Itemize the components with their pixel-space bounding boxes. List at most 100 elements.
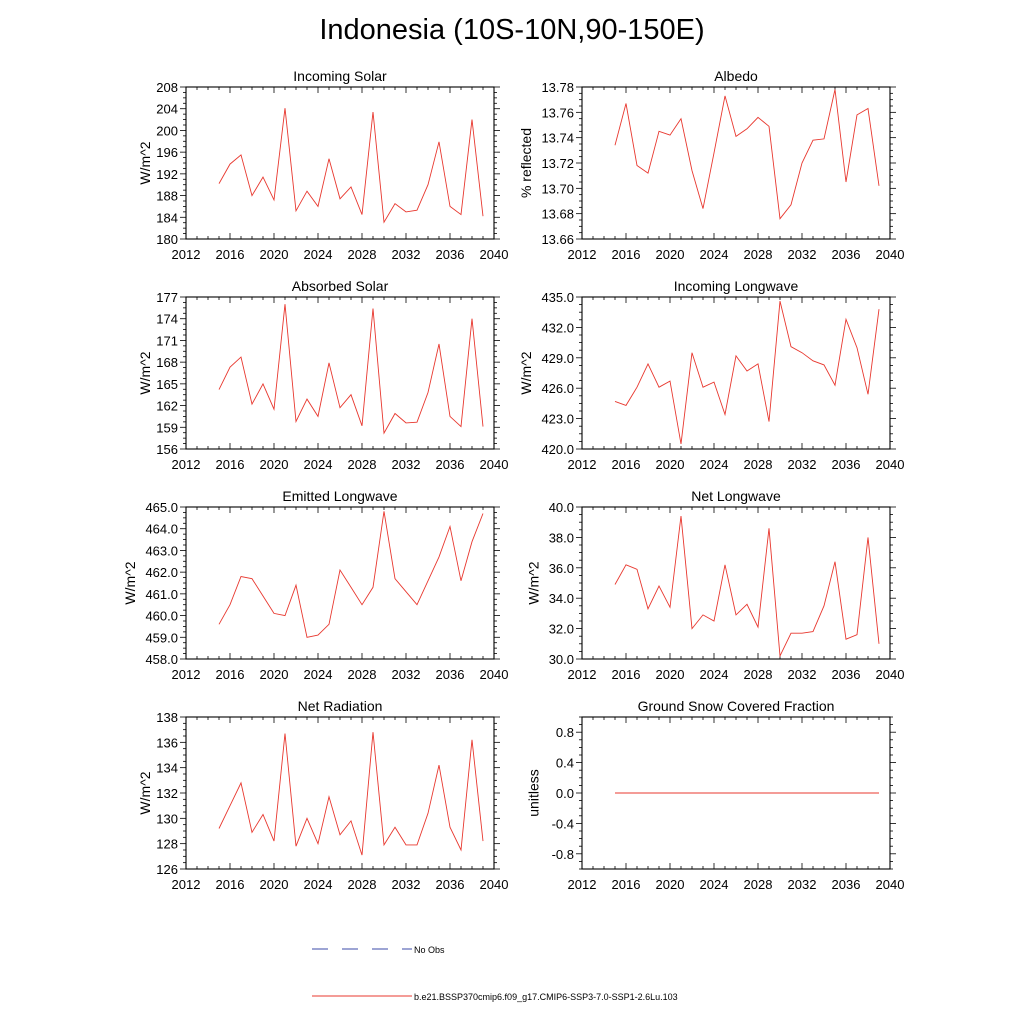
x-tick-label: 2032: [788, 247, 817, 262]
x-tick-label: 2020: [260, 667, 289, 682]
y-tick-label: 13.72: [541, 156, 574, 171]
y-tick-label: 40.0: [549, 500, 574, 515]
x-tick-label: 2016: [612, 877, 641, 892]
y-axis-label: W/m^2: [518, 351, 534, 394]
y-tick-label: 171: [156, 333, 178, 348]
x-tick-label: 2024: [304, 457, 333, 472]
chart-panel-8: 2012 2016 2020 2024 2028 2032 2036 2040 -0.8 -0.4…: [525, 698, 904, 892]
y-tick-label: 461.0: [145, 587, 178, 602]
legend-label-no-obs: No Obs: [414, 945, 445, 955]
x-tick-label: 2024: [700, 667, 729, 682]
x-tick-label: 2020: [656, 877, 685, 892]
x-tick-label: 2016: [612, 667, 641, 682]
x-tick-label: 2020: [656, 247, 685, 262]
y-tick-label: 168: [156, 355, 178, 370]
y-tick-label: 188: [156, 189, 178, 204]
series-line: [218, 511, 484, 638]
x-tick-label: 2020: [260, 877, 289, 892]
x-tick-label: 2024: [304, 667, 333, 682]
y-tick-label: 429.0: [541, 351, 574, 366]
y-tick-label: 432.0: [541, 320, 574, 335]
y-tick-label: -0.4: [552, 816, 574, 831]
x-tick-label: 2040: [876, 457, 905, 472]
y-tick-label: 460.0: [145, 609, 178, 624]
y-tick-label: 0.0: [556, 786, 574, 801]
x-tick-label: 2036: [436, 667, 465, 682]
y-tick-label: 30.0: [549, 652, 574, 667]
y-tick-label: 13.66: [541, 232, 574, 247]
y-tick-label: 13.70: [541, 181, 574, 196]
y-tick-label: 208: [156, 80, 178, 95]
y-tick-label: 204: [156, 102, 178, 117]
x-tick-label: 2036: [832, 877, 861, 892]
y-tick-label: 177: [156, 290, 178, 305]
y-tick-label: 128: [156, 837, 178, 852]
panel-title: Albedo: [714, 68, 758, 84]
y-tick-label: 162: [156, 399, 178, 414]
x-tick-label: 2016: [216, 667, 245, 682]
x-tick-label: 2016: [612, 247, 641, 262]
y-axis-label: % reflected: [518, 128, 534, 198]
y-tick-label: 458.0: [145, 652, 178, 667]
x-tick-label: 2040: [480, 247, 509, 262]
chart-panel-7: 2012 2016 2020 2024 2028 2032 2036 2040 126 128 13…: [137, 698, 509, 892]
y-tick-label: 126: [156, 862, 178, 877]
x-tick-label: 2012: [172, 667, 201, 682]
chart-panel-3: 2012 2016 2020 2024 2028 2032 2036 2040 156 159 16…: [137, 278, 509, 472]
y-axis-label: W/m^2: [137, 771, 153, 814]
chart-panel-5: 2012 2016 2020 2024 2028 2032 2036 2040 458.0 459…: [122, 488, 508, 682]
y-axis-label: W/m^2: [137, 141, 153, 184]
x-tick-label: 2012: [172, 457, 201, 472]
x-tick-label: 2012: [568, 667, 597, 682]
panel-title: Incoming Longwave: [674, 278, 799, 294]
y-tick-label: 420.0: [541, 442, 574, 457]
x-tick-label: 2024: [304, 877, 333, 892]
panel-title: Absorbed Solar: [292, 278, 389, 294]
x-tick-label: 2012: [568, 877, 597, 892]
x-tick-label: 2040: [480, 457, 509, 472]
y-tick-label: 38.0: [549, 530, 574, 545]
y-tick-label: 462.0: [145, 565, 178, 580]
x-tick-label: 2040: [876, 877, 905, 892]
y-axis-label: W/m^2: [137, 351, 153, 394]
x-tick-label: 2016: [612, 457, 641, 472]
y-tick-label: 423.0: [541, 412, 574, 427]
x-tick-label: 2036: [832, 247, 861, 262]
x-tick-label: 2032: [788, 667, 817, 682]
panel-title: Net Radiation: [298, 698, 383, 714]
x-tick-label: 2020: [656, 457, 685, 472]
panel-title: Ground Snow Covered Fraction: [638, 698, 835, 714]
x-tick-label: 2040: [480, 667, 509, 682]
y-tick-label: 0.8: [556, 725, 574, 740]
chart-panel-2: 2012 2016 2020 2024 2028 2032 2036 2040 13.66 13.…: [518, 68, 904, 262]
y-tick-label: 130: [156, 811, 178, 826]
x-tick-label: 2028: [348, 457, 377, 472]
series-line: [614, 516, 880, 658]
x-tick-label: 2020: [260, 457, 289, 472]
panel-title: Emitted Longwave: [282, 488, 397, 504]
x-tick-label: 2032: [392, 457, 421, 472]
x-tick-label: 2016: [216, 247, 245, 262]
series-line: [218, 732, 484, 856]
y-tick-label: 426.0: [541, 381, 574, 396]
x-tick-label: 2028: [348, 877, 377, 892]
x-tick-label: 2028: [744, 667, 773, 682]
x-tick-label: 2020: [656, 667, 685, 682]
chart-panel-4: 2012 2016 2020 2024 2028 2032 2036 2040 420.0 423…: [518, 278, 904, 472]
y-tick-label: 134: [156, 761, 178, 776]
x-tick-label: 2036: [832, 667, 861, 682]
x-tick-label: 2024: [700, 877, 729, 892]
panel-title: Net Longwave: [691, 488, 781, 504]
chart-panel-6: 2012 2016 2020 2024 2028 2032 2036 2040 30.0 32.0…: [525, 488, 904, 682]
x-tick-label: 2036: [436, 877, 465, 892]
x-tick-label: 2032: [392, 877, 421, 892]
y-tick-label: 464.0: [145, 522, 178, 537]
y-tick-label: 463.0: [145, 543, 178, 558]
y-tick-label: 200: [156, 123, 178, 138]
y-tick-label: 459.0: [145, 630, 178, 645]
x-tick-label: 2028: [348, 247, 377, 262]
y-tick-label: 180: [156, 232, 178, 247]
y-axis-label: unitless: [525, 769, 541, 816]
